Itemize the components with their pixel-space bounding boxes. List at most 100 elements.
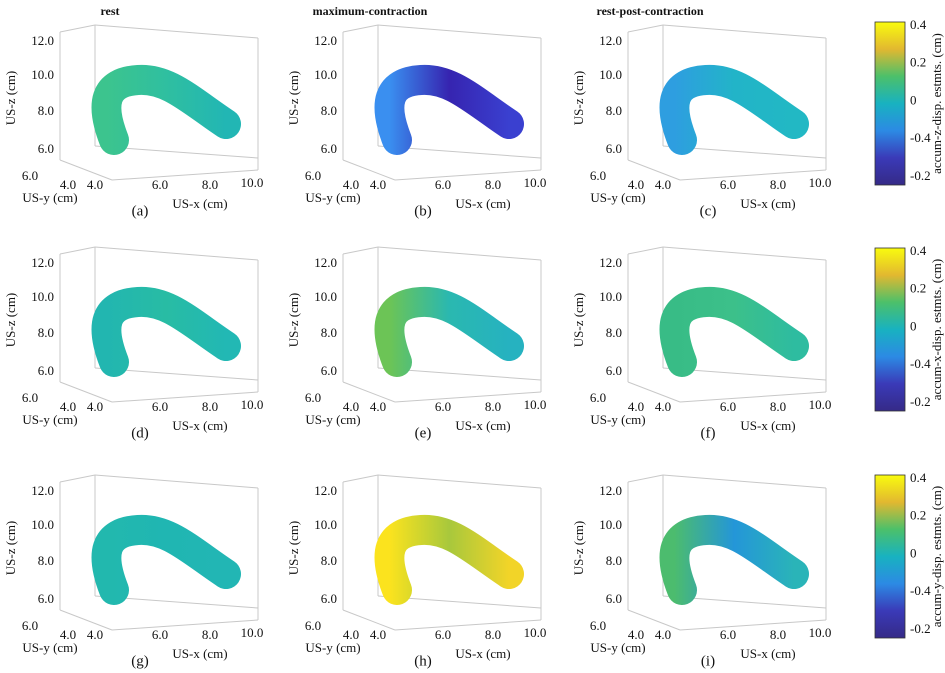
x-tick-label: 8.0 — [202, 177, 218, 192]
box-edge — [377, 246, 542, 261]
panel-caption: (d) — [131, 425, 149, 441]
y-tick-label: 6.0 — [590, 618, 606, 633]
z-axis-label: US-z (cm) — [571, 71, 586, 126]
z-axis-label: US-z (cm) — [571, 521, 586, 576]
z-tick-label: 6.0 — [606, 141, 622, 156]
colorbar — [874, 474, 906, 639]
colorbar-label: accum-y-disp. estmts. (cm) — [929, 486, 944, 628]
colorbar-tick-label: -0.4 — [910, 583, 931, 598]
panel-caption: (i) — [701, 653, 715, 669]
box-edge — [342, 474, 379, 483]
box-edge — [94, 246, 259, 261]
z-tick-label: 12.0 — [314, 33, 337, 48]
box-edge — [342, 24, 379, 33]
y-axis-label: US-y (cm) — [590, 412, 645, 427]
panel-caption: (a) — [132, 203, 149, 219]
x-tick-label: 4.0 — [655, 399, 671, 414]
y-tick-label: 6.0 — [305, 390, 321, 405]
colorbar-tick-label: -0.2 — [910, 394, 931, 409]
x-tick-label: 6.0 — [435, 177, 451, 192]
panel-caption: (c) — [700, 203, 717, 219]
z-tick-label: 10.0 — [31, 67, 54, 82]
panel: 12.0 10.0 8.0 6.0 US-z (cm) 6.0 4.0 4.0 6.0 8.0 10… — [3, 246, 263, 441]
x-tick-label: 10.0 — [524, 625, 547, 640]
z-tick-label: 10.0 — [31, 289, 54, 304]
x-axis-label: US-x (cm) — [172, 646, 227, 661]
colorbar-tick-label: 0.4 — [910, 470, 927, 485]
box-edge — [377, 24, 542, 39]
z-tick-label: 6.0 — [38, 141, 54, 156]
x-tick-label: 8.0 — [485, 177, 501, 192]
x-tick-label: 10.0 — [241, 625, 264, 640]
box-edge — [94, 474, 259, 489]
box-edge — [59, 246, 96, 255]
x-tick-label: 10.0 — [524, 175, 547, 190]
y-tick-label: 6.0 — [22, 618, 38, 633]
y-tick-label: 6.0 — [305, 618, 321, 633]
box-edge — [627, 609, 681, 631]
x-tick-label: 10.0 — [524, 397, 547, 412]
z-tick-label: 8.0 — [606, 325, 622, 340]
y-tick-label: 6.0 — [590, 168, 606, 183]
z-tick-label: 12.0 — [599, 483, 622, 498]
y-tick-label: 4.0 — [60, 177, 76, 192]
z-tick-label: 6.0 — [38, 591, 54, 606]
x-tick-label: 8.0 — [770, 177, 786, 192]
x-tick-label: 10.0 — [241, 175, 264, 190]
x-tick-label: 6.0 — [152, 627, 168, 642]
panel: 12.0 10.0 8.0 6.0 US-z (cm) 6.0 4.0 4.0 6.0 8.0 10… — [571, 474, 832, 669]
x-tick-label: 6.0 — [152, 177, 168, 192]
muscle-volume — [91, 514, 241, 605]
colorbar-tick-label: 0.2 — [910, 508, 926, 523]
box-edge — [59, 24, 96, 33]
muscle-volume — [374, 286, 524, 377]
z-tick-label: 8.0 — [606, 103, 622, 118]
x-axis-label: US-x (cm) — [172, 418, 227, 433]
z-tick-label: 6.0 — [606, 591, 622, 606]
box-edge — [342, 381, 396, 403]
box-edge — [59, 159, 113, 181]
panel-caption: (g) — [131, 653, 149, 669]
box-edge — [627, 246, 664, 255]
muscle-volume — [659, 64, 809, 155]
z-tick-label: 6.0 — [38, 363, 54, 378]
y-tick-label: 4.0 — [343, 399, 359, 414]
box-edge — [111, 619, 259, 631]
x-tick-label: 8.0 — [485, 399, 501, 414]
colorbar-tick-label: 0.4 — [910, 243, 927, 258]
muscle-volume — [659, 514, 809, 605]
z-axis-label: US-z (cm) — [3, 293, 18, 348]
x-tick-label: 4.0 — [87, 399, 103, 414]
box-edge — [679, 391, 827, 403]
z-tick-label: 12.0 — [314, 255, 337, 270]
box-edge — [111, 169, 259, 181]
z-tick-label: 8.0 — [321, 553, 337, 568]
x-axis-label: US-x (cm) — [455, 418, 510, 433]
x-axis-label: US-x (cm) — [740, 646, 795, 661]
y-axis-label: US-y (cm) — [305, 412, 360, 427]
z-tick-label: 12.0 — [599, 255, 622, 270]
z-tick-label: 6.0 — [321, 141, 337, 156]
z-tick-label: 10.0 — [599, 289, 622, 304]
y-axis-label: US-y (cm) — [305, 190, 360, 205]
z-tick-label: 8.0 — [38, 103, 54, 118]
x-tick-label: 10.0 — [809, 625, 832, 640]
y-axis-label: US-y (cm) — [305, 640, 360, 655]
box-edge — [342, 159, 396, 181]
box-edge — [94, 24, 259, 39]
x-tick-label: 6.0 — [435, 399, 451, 414]
box-edge — [111, 391, 259, 403]
panel: 12.0 10.0 8.0 6.0 US-z (cm) 6.0 4.0 4.0 6.0 8.0 10… — [286, 474, 547, 669]
muscle-volume — [91, 286, 241, 377]
box-edge — [59, 381, 113, 403]
x-tick-label: 8.0 — [202, 627, 218, 642]
y-axis-label: US-y (cm) — [22, 190, 77, 205]
colorbar-tick-label: 0 — [910, 92, 917, 107]
box-edge — [627, 159, 681, 181]
colorbar-tick-label: 0.2 — [910, 281, 926, 296]
box-edge — [627, 24, 664, 33]
box-edge — [59, 474, 96, 483]
y-tick-label: 4.0 — [60, 399, 76, 414]
colorbar-tick-label: 0 — [910, 545, 917, 560]
